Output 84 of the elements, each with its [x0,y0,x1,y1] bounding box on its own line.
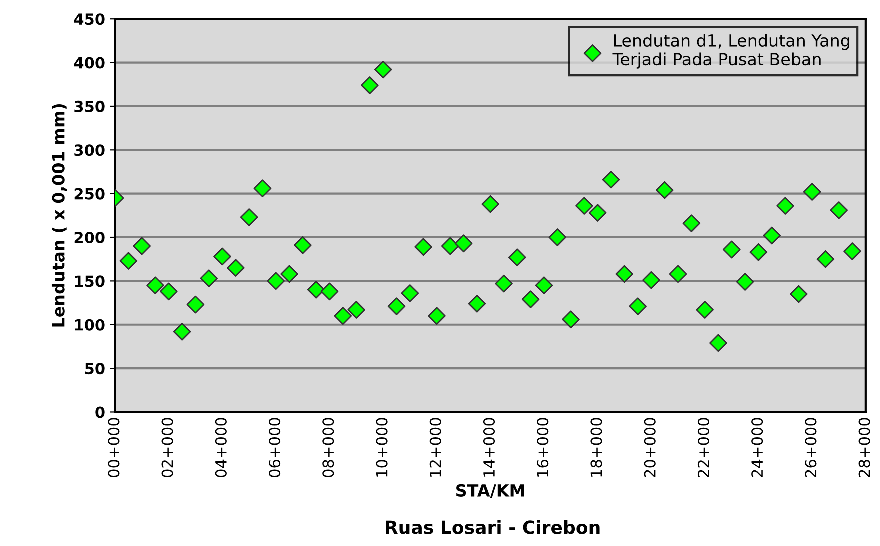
y-tick-label: 350 [74,100,105,112]
x-tick-label: 18+000 [590,418,602,477]
point [588,204,607,222]
y-tick-label: 400 [74,57,105,69]
y-tick-label: 450 [74,14,105,26]
point [696,301,714,319]
point [320,282,339,301]
point [374,60,392,79]
text: Ruas Losari - Cirebon [386,520,600,534]
point [468,294,486,313]
point [682,214,701,232]
point [816,250,835,268]
point [348,301,366,319]
x-tick-label: 14+000 [483,418,496,477]
point [280,265,298,284]
point [214,248,232,266]
point [120,252,138,270]
y-tick-label: 250 [74,188,105,200]
point [656,181,674,200]
point [642,271,660,290]
point [200,270,218,288]
x-tick-label: 16+000 [537,418,549,477]
point [669,265,688,284]
point [441,237,460,256]
point [576,197,594,215]
y-tick-label: 300 [74,144,105,156]
point [414,238,432,256]
point [307,281,326,299]
point [186,296,205,314]
point [776,197,794,215]
point [227,259,245,277]
point [454,234,473,253]
point [830,202,848,220]
point [844,242,862,260]
point [146,276,164,294]
point [361,76,379,94]
point [428,307,446,326]
y-tick-label: 50 [85,363,105,375]
point [133,237,151,256]
y-tick-label: 0 [96,406,105,418]
y-tick-label: 150 [75,276,105,288]
point [562,310,580,329]
point [750,243,768,262]
x-tick-label: 10+000 [376,418,388,477]
x-tick-label: 00+000 [108,418,120,478]
point [495,274,513,293]
x-tick-label: 08+000 [322,418,334,478]
x-tick-label: 28+000 [858,418,870,478]
point [160,282,178,301]
point [763,226,781,245]
x-tick-label: 04+000 [215,418,227,478]
point [803,183,822,201]
point [629,298,647,316]
x-axis-title: STA/KM [456,484,524,498]
point [548,228,567,246]
x-tick-label: 22+000 [698,418,710,478]
point [173,322,192,341]
x-tick-label: 02+000 [162,418,174,478]
point [267,272,286,290]
point [401,284,420,302]
point [722,240,741,259]
point [602,170,620,189]
x-tick-label: 24+000 [752,418,764,478]
y-tick-label: 100 [75,319,105,331]
point [294,236,312,254]
point [482,195,500,214]
x-tick-label: 12+000 [430,418,442,477]
point [535,276,554,294]
x-tick-label: 20+000 [644,418,656,478]
x-tick-label: 06+000 [269,418,281,478]
point [388,298,406,316]
y-axis-title: Lendutan ( x 0,001 mm) [52,104,68,327]
point [710,334,728,352]
point [508,248,526,267]
legend-label: Lendutan d1, Lendutan Yang Terjadi Pada Pusat Beban [612,34,850,69]
point [790,285,808,304]
y-tick-label: 200 [74,232,105,244]
point [334,307,352,326]
x-tick-label: 26+000 [805,418,817,478]
point [616,265,634,284]
point [240,208,258,226]
point [736,273,754,291]
point [254,180,272,198]
point [522,290,540,308]
